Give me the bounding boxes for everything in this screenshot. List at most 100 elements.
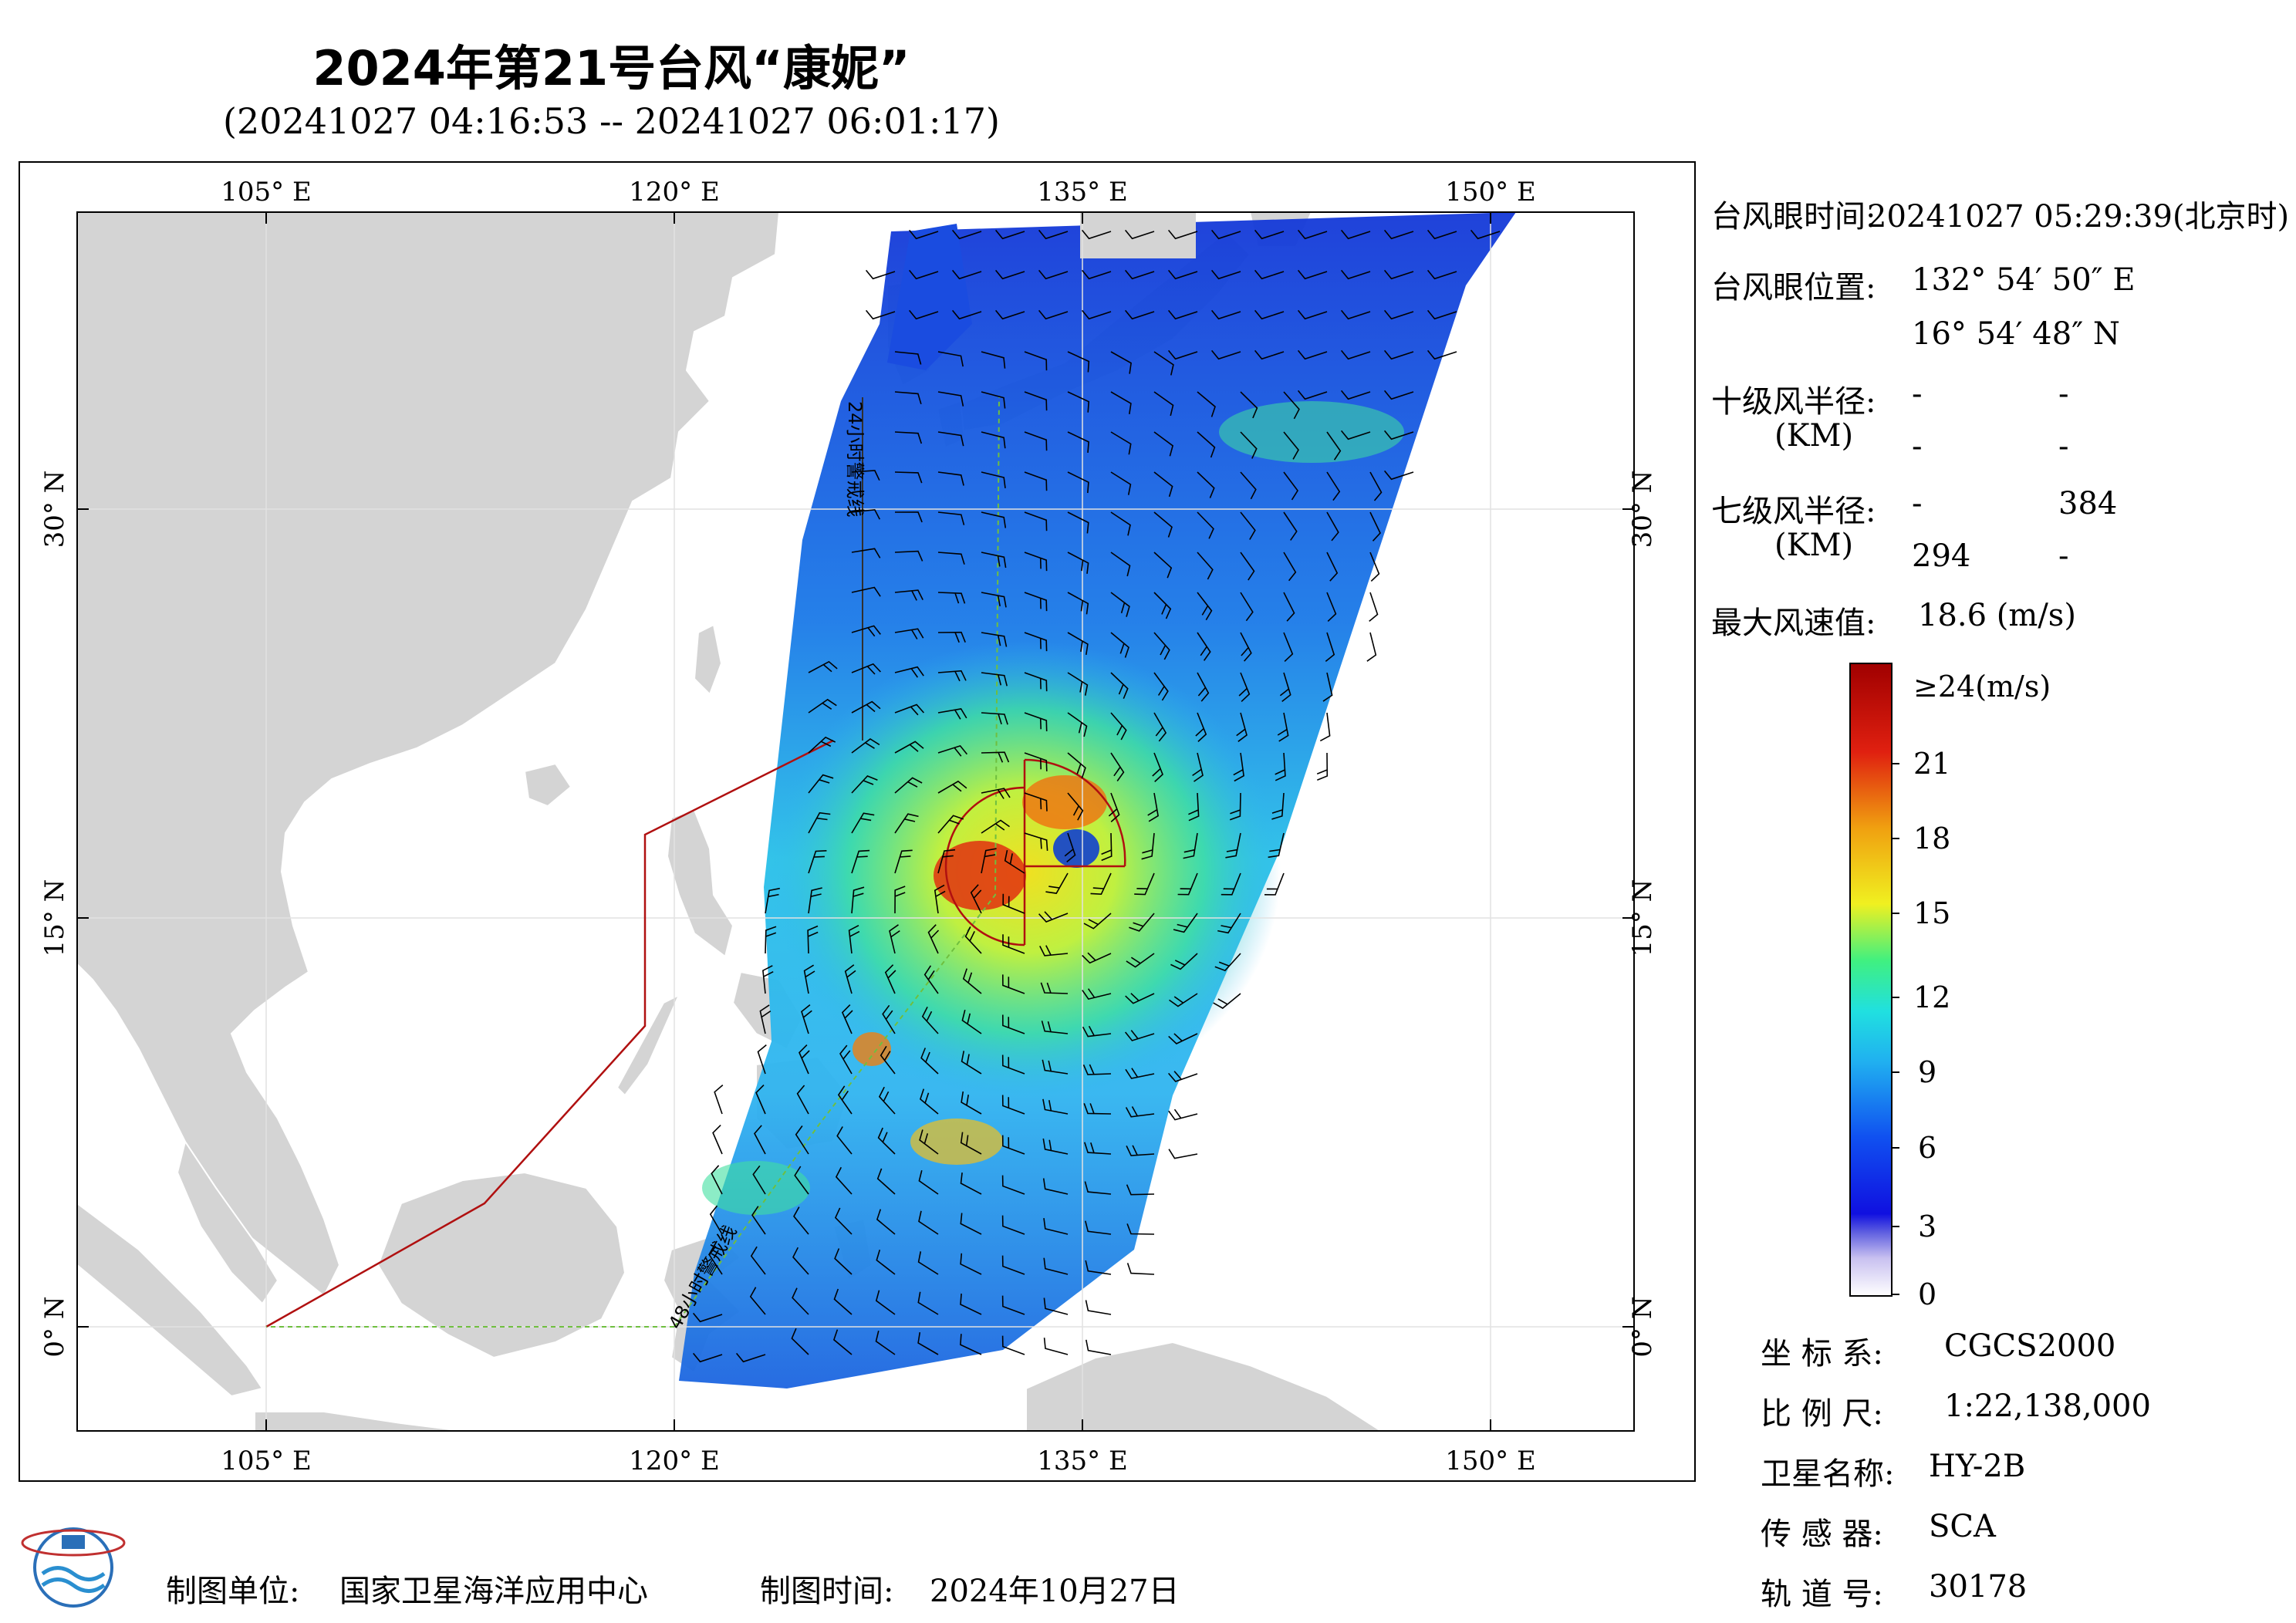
wind-barb [1086,1339,1112,1355]
wind-barb [1168,1033,1198,1044]
r7-label: 七级风半径: [1711,494,1876,529]
wind-barb [889,924,900,954]
wind-barb [1369,552,1380,582]
wind-barb [1340,349,1371,360]
wind-barb [851,508,881,520]
wind-barb [1383,470,1414,481]
wind-barb [1275,752,1286,781]
wind-barb [808,850,827,874]
wind-barb [1108,792,1120,822]
wind-barb [808,698,837,714]
map-subtitle: (20241027 04:16:53 -- 20241027 06:01:17) [223,100,1000,142]
wind-barb [1039,945,1069,957]
eye-longitude: 132° 54′ 50″ E [1912,262,2136,298]
lat-label-right-2: 15° N [1627,879,1658,957]
wind-barb [1170,953,1198,970]
wind-barb [1427,229,1457,240]
wind-barb [919,1088,939,1115]
wind-barb [1197,672,1210,702]
palawan [616,993,681,1097]
wind-barb [1064,832,1076,863]
satellite-label: 卫星名称: [1761,1456,1895,1492]
wind-barb [877,1127,896,1155]
wind-barb [1082,1025,1112,1038]
lon-label-top-3: 135° E [1037,177,1128,208]
wind-barb [1082,952,1112,964]
wind-barb [1067,431,1089,453]
colorbar-tick-18: 18 [1913,822,1951,855]
wind-barb [851,625,881,637]
wind-barbs [692,229,1501,1363]
tick-marks [77,212,1634,1431]
wind-barb [1067,511,1089,534]
wind-barb [961,1091,982,1115]
wind-barb [981,351,1006,369]
wind-barb [994,229,1025,240]
wind-barb [1004,849,1025,874]
wind-barb [1340,430,1371,440]
wind-barb [1081,269,1112,280]
wind-barb [917,1331,939,1355]
wind-barb [1210,269,1241,280]
wind-barb [1297,349,1328,360]
orbit-value: 30178 [1929,1569,2028,1604]
wind-barb [754,1125,766,1155]
wind-barb [1173,913,1198,933]
wind-barb [1110,672,1129,700]
wind-barb [1326,552,1339,582]
wind-barb [1024,672,1048,692]
wind-barb [1110,632,1129,658]
wind-barb [1297,269,1328,280]
wind-barb [1042,1059,1069,1075]
wind-barb [937,708,967,720]
wind-barb [851,548,881,558]
wind-barb [917,1291,939,1315]
colorbar-top-label: ≥24(m/s) [1913,670,2051,704]
wind-barb [1124,1030,1155,1041]
wind-barb [1110,511,1131,536]
r7-value-nw: - [2058,538,2069,574]
wind-barb [1197,511,1214,539]
wind-barb [894,704,924,716]
wind-barb [712,1125,723,1155]
luzon [666,808,734,958]
wind-barb [752,1165,766,1195]
wind-barb [1038,911,1069,923]
date-value: 2024年10月27日 [930,1574,1180,1609]
wind-barb [894,849,913,874]
wind-barb [937,431,964,447]
wind-barb [1221,872,1241,896]
wind-barb [1254,349,1285,360]
wind-barb [937,471,964,486]
wind-barb [807,925,819,954]
lon-label-top-1: 105° E [221,177,312,208]
wind-barb [1210,309,1241,320]
wind-barb [894,589,923,601]
wind-barb [1197,632,1211,661]
max-wind-value: 18.6 (m/s) [1918,598,2076,633]
wind-barb [876,1249,896,1275]
wind-barb [851,812,875,834]
wind-barb [834,1207,853,1235]
wind-barb [1040,982,1069,994]
wind-barb [1067,552,1089,574]
wind-barb [981,819,1010,834]
wind-barb [1043,1257,1069,1275]
wind-barb [1084,1142,1112,1155]
lat-label-left-2: 15° N [39,879,70,957]
wind-barb [1001,1215,1025,1235]
wind-barb [1366,632,1377,662]
wind-barb [908,229,939,240]
wind-barb [1001,1095,1025,1115]
wind-barb [1085,1300,1112,1315]
wind-barb [919,1129,939,1155]
wind-barb [799,1044,810,1075]
producer-value: 国家卫星海洋应用中心 [339,1574,648,1609]
wind-barb [1326,471,1341,501]
wind-barb [1110,471,1132,495]
wind-barb [1110,391,1132,415]
wind-barb [1340,390,1371,400]
wind-barb [875,1331,896,1355]
wind-barb [937,849,956,874]
wind-barb [1167,229,1198,240]
